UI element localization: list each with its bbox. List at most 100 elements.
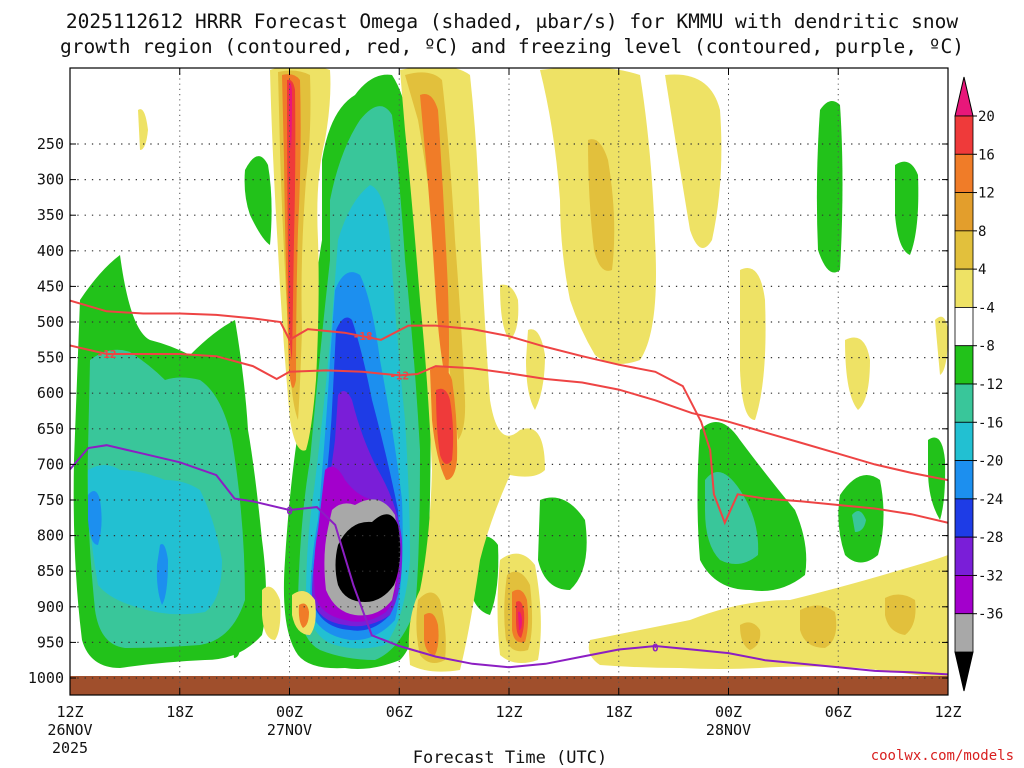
colorbar-tick-label: 12	[978, 186, 995, 202]
contour-freezing-level	[70, 444, 948, 676]
x-tick-date-label: 28NOV	[706, 721, 751, 739]
colorbar-tick-label: -12	[978, 377, 1003, 393]
contour-labels: -12 -12 -18 0 0	[97, 330, 659, 654]
omega-shade-region	[885, 594, 916, 635]
omega-shade-region	[852, 511, 866, 532]
omega-shade-region	[538, 497, 587, 590]
omega-shade-region	[705, 472, 759, 564]
y-tick-label: 900	[37, 598, 64, 616]
omega-shade-region	[526, 329, 545, 410]
omega-shade-region	[298, 603, 309, 628]
colorbar-tick-label: -4	[978, 300, 995, 316]
chart-title-line1: 2025112612 HRRR Forecast Omega (shaded, …	[66, 10, 958, 33]
colorbar-tick-label: 20	[978, 109, 995, 125]
x-tick-label: 00Z	[276, 703, 303, 721]
y-axis: 250 300 350 400 450 500 550 600 650 700 750 800 850 9…	[28, 135, 948, 687]
x-tick-label: 12Z	[495, 703, 522, 721]
contour-label: -12	[389, 369, 409, 382]
omega-shade-region	[518, 611, 522, 630]
omega-shade-region	[895, 161, 919, 255]
y-tick-label: 800	[37, 527, 64, 545]
contour-label: -18	[353, 330, 373, 343]
colorbar-segment	[954, 613, 974, 653]
y-tick-label: 450	[37, 277, 64, 295]
colorbar-segment	[954, 575, 974, 615]
colorbar-tick-label: -28	[978, 530, 1003, 546]
x-tick-label: 18Z	[166, 703, 193, 721]
omega-shade-region	[88, 465, 222, 615]
colorbar-segment	[954, 268, 974, 308]
colorbar-bottom-arrow	[954, 651, 974, 692]
x-axis-label: Forecast Time (UTC)	[413, 748, 607, 768]
colorbar-tick-label: -8	[978, 339, 995, 355]
colorbar-segment	[954, 345, 974, 385]
omega-shade-region	[845, 337, 870, 410]
colorbar: 20 16 12 8 4 -4 -8 -12 -16 -20 -24 -28 -32 -36	[954, 76, 1003, 692]
y-tick-label: 750	[37, 491, 64, 509]
colorbar-segment	[954, 115, 974, 155]
y-tick-label: 600	[37, 384, 64, 402]
contour-label: -12	[97, 348, 117, 361]
colorbar-segment	[954, 460, 974, 500]
x-tick-label: 12Z	[934, 703, 961, 721]
omega-shade-region	[500, 284, 519, 340]
colorbar-tick-label: -24	[978, 492, 1003, 508]
omega-shade-region	[262, 586, 281, 640]
x-tick-label: 12Z	[56, 703, 83, 721]
colorbar-tick-label: -20	[978, 454, 1003, 470]
chart-title-line2: growth region (contoured, red, ºC) and f…	[60, 35, 964, 58]
y-tick-label: 1000	[28, 669, 64, 687]
omega-shade-region	[244, 156, 272, 245]
x-tick-date-label: 26NOV	[47, 721, 92, 739]
omega-shade-region	[88, 491, 102, 545]
contour-dgz-minus12	[70, 344, 948, 482]
colorbar-top-arrow	[954, 76, 974, 117]
y-tick-label: 300	[37, 171, 64, 189]
omega-shade-region	[289, 82, 292, 150]
y-tick-label: 550	[37, 349, 64, 367]
colorbar-tick-label: 4	[978, 262, 986, 278]
colorbar-segment	[954, 498, 974, 538]
colorbar-tick-label: -16	[978, 415, 1003, 431]
x-tick-label: 06Z	[386, 703, 413, 721]
credit-text: coolwx.com/models	[871, 748, 1014, 764]
colorbar-segment	[954, 192, 974, 232]
y-tick-label: 850	[37, 562, 64, 580]
omega-shade-region	[420, 94, 449, 390]
omega-shading	[73, 68, 948, 680]
omega-shade-region	[405, 72, 466, 440]
omega-shade-region	[800, 605, 837, 648]
colorbar-tick-label: -36	[978, 607, 1003, 623]
y-tick-label: 350	[37, 206, 64, 224]
colorbar-segment	[954, 536, 974, 576]
omega-shade-region	[740, 622, 761, 650]
colorbar-segment	[954, 230, 974, 270]
y-tick-label: 250	[37, 135, 64, 153]
colorbar-segment	[954, 421, 974, 461]
omega-shade-region	[138, 109, 148, 150]
omega-shade-region	[816, 101, 843, 273]
colorbar-segment	[954, 383, 974, 423]
omega-shade-region	[436, 388, 454, 464]
colorbar-tick-label: 16	[978, 147, 995, 163]
x-tick-label: 00Z	[715, 703, 742, 721]
y-tick-label: 400	[37, 242, 64, 260]
omega-shade-region	[935, 316, 948, 375]
omega-shade-region	[287, 79, 296, 360]
contour-lines	[70, 299, 948, 676]
x-tick-label: 18Z	[605, 703, 632, 721]
colorbar-segment	[954, 307, 974, 347]
y-tick-label: 500	[37, 313, 64, 331]
y-tick-label: 950	[37, 633, 64, 651]
omega-shade-region	[665, 74, 722, 248]
x-tick-year-label: 2025	[52, 739, 88, 757]
colorbar-segment	[954, 153, 974, 193]
omega-shade-region	[740, 268, 766, 420]
x-tick-date-label: 27NOV	[267, 721, 312, 739]
x-tick-label: 06Z	[825, 703, 852, 721]
colorbar-tick-label: 8	[978, 224, 986, 240]
omega-shade-region	[588, 139, 615, 271]
y-tick-label: 700	[37, 455, 64, 473]
